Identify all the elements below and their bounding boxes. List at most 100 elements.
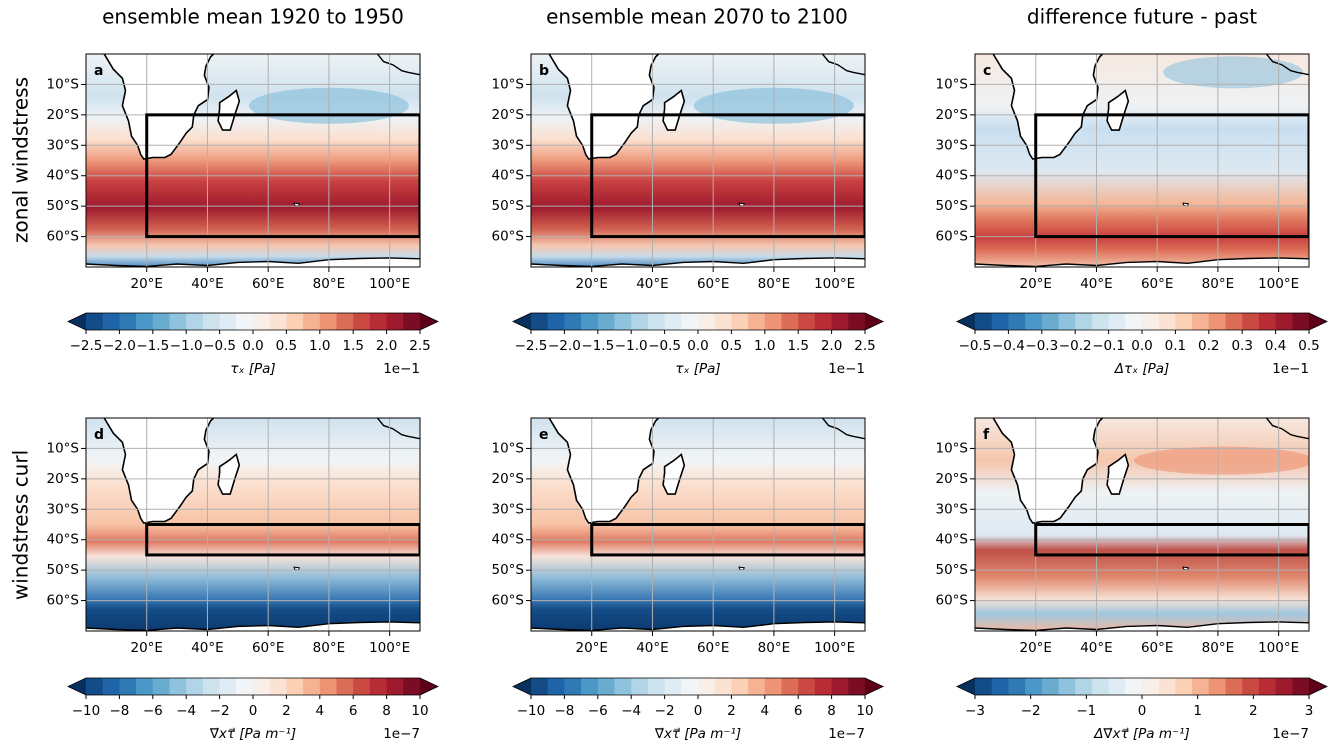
colorbar-segment [764, 678, 782, 695]
colorbar-tick-label: −0.1 [1092, 338, 1125, 354]
colorbar-segment [1125, 678, 1143, 695]
colorbar-segment [991, 678, 1009, 695]
region-box [590, 523, 865, 557]
colorbar-segment [781, 313, 799, 330]
colorbar-segment [848, 313, 866, 330]
coastline [376, 54, 420, 76]
lon-tick-label: 40°E [1080, 276, 1112, 292]
colorbar-segment [781, 678, 799, 695]
lat-tick-label: 20°S [936, 471, 969, 487]
map-panel [975, 418, 1309, 631]
colorbar-segment [597, 313, 615, 330]
lat-tick-label: 50°S [47, 198, 80, 214]
colorbar-segment [102, 678, 120, 695]
lat-tick-label: 30°S [492, 137, 525, 153]
colorbar-tick-label: −0.5 [648, 338, 681, 354]
lat-tick-label: 20°S [47, 107, 80, 123]
colorbar-tick-label: 0.3 [1231, 338, 1252, 354]
colorbar-extend [420, 313, 438, 330]
colorbar-segment [353, 678, 371, 695]
colorbar-segment [831, 678, 849, 695]
colorbar-tick-label: 10 [411, 703, 428, 719]
colorbar-segment [119, 678, 137, 695]
map-frame [85, 53, 421, 268]
colorbar-segment [253, 678, 271, 695]
colorbar-segment [303, 313, 321, 330]
lon-tick-label: 100°E [369, 640, 410, 656]
colorbar-segment [597, 678, 615, 695]
colorbar-tick-label: 8 [382, 703, 391, 719]
colorbar-label: Δ∇⃗xτ⃗ [Pa m⁻¹] [1093, 726, 1190, 742]
colorbar-tick-label: −10 [517, 703, 546, 719]
lon-tick-label: 100°E [814, 640, 855, 656]
colorbar-segment [1158, 313, 1176, 330]
colorbar-tick-label: 0 [1138, 703, 1147, 719]
colorbar-extend [957, 678, 975, 695]
colorbar-segment [848, 678, 866, 695]
lat-tick-label: 10°S [492, 440, 525, 456]
panel-letter: b [539, 63, 549, 79]
colorbar-segment [369, 313, 388, 330]
colorbar-segment [647, 678, 666, 695]
colorbar-tick-label: −0.5 [959, 338, 992, 354]
colorbar-segment [1258, 678, 1277, 695]
colorbar-segment [1208, 678, 1226, 695]
map-panel [975, 54, 1309, 267]
colorbar-segment [269, 313, 287, 330]
lat-tick-label: 10°S [936, 440, 969, 456]
colorbar-segment [319, 313, 337, 330]
map-frame [530, 417, 866, 632]
colorbar-extend [513, 678, 531, 695]
coastline [376, 418, 420, 440]
lat-tick-label: 60°S [47, 229, 80, 245]
colorbar-tick-label: −8 [554, 703, 574, 719]
colorbar-segment [714, 678, 732, 695]
colorbar-segment [136, 313, 154, 330]
colorbar-segment [119, 313, 137, 330]
colorbar-tick-label: 1.0 [754, 338, 775, 354]
colorbar-segment [1091, 313, 1110, 330]
colorbar-segment [1108, 313, 1126, 330]
lat-tick-label: 60°S [492, 593, 525, 609]
colorbar-segment [269, 678, 287, 695]
colorbar-segment [102, 313, 120, 330]
colorbar-segment [1225, 313, 1243, 330]
colorbar-extend [68, 313, 86, 330]
colorbar-tick-label: 0.4 [1265, 338, 1286, 354]
colorbar-tick-label: −8 [109, 703, 129, 719]
lat-tick-label: 10°S [47, 440, 80, 456]
colorbar-segment [1275, 313, 1293, 330]
colorbar-segment [991, 313, 1009, 330]
coastline [1265, 418, 1309, 440]
map-panel [86, 418, 420, 631]
colorbar-segment [1292, 678, 1310, 695]
coastline [531, 621, 865, 631]
colorbar-tick-label: 2.5 [854, 338, 875, 354]
colorbar-segment [748, 313, 766, 330]
lat-tick-label: 30°S [936, 137, 969, 153]
lat-tick-label: 10°S [936, 76, 969, 92]
colorbar-label: Δτₓ [Pa] [1114, 361, 1170, 377]
colorbar-tick-label: −3 [965, 703, 985, 719]
colorbar-segment [664, 313, 682, 330]
row-label: windstress curl [9, 450, 33, 600]
colorbar-segment [86, 678, 104, 695]
lon-tick-label: 100°E [369, 276, 410, 292]
map-frame [974, 417, 1310, 632]
colorbar-label: ∇⃗xτ⃗ [Pa m⁻¹] [209, 726, 296, 742]
coastline [103, 418, 215, 524]
colorbar-segment [681, 678, 699, 695]
colorbar-segment [386, 678, 404, 695]
lat-tick-label: 40°S [936, 532, 969, 548]
region-box [590, 113, 865, 239]
colorbar-segment [631, 678, 649, 695]
coastline [821, 54, 865, 76]
colorbar-extend [68, 678, 86, 695]
colorbar-segment [1275, 678, 1293, 695]
colorbar-tick-label: −2.5 [70, 338, 103, 354]
colorbar-extend [865, 313, 883, 330]
colorbar-label: ∇⃗xτ⃗ [Pa m⁻¹] [654, 726, 741, 742]
colorbar-segment [86, 313, 104, 330]
region-box [1034, 523, 1309, 557]
colorbar-segment [1142, 313, 1160, 330]
